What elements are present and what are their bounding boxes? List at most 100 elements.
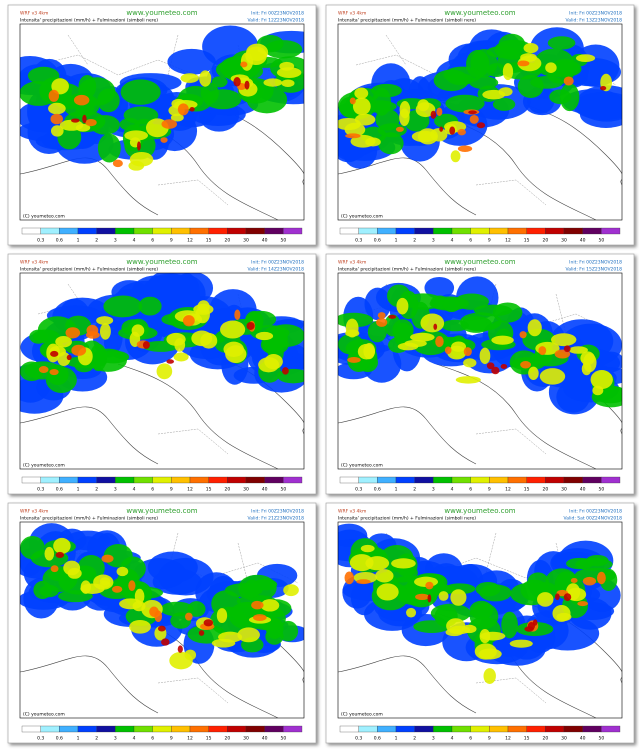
precip-area (216, 608, 228, 624)
precip-area (119, 598, 143, 610)
init-label: Init: Fri 00Z23NOV2018 (569, 11, 622, 17)
precip-area (124, 130, 148, 141)
init-label: Init: Fri 00Z23NOV2018 (251, 11, 304, 17)
legend-label: 0.3 (37, 487, 44, 493)
legend-swatch (264, 227, 284, 235)
precip-area (260, 599, 280, 612)
precip-area (218, 631, 243, 643)
model-label: WRF v3 4km (20, 11, 48, 17)
legend-label: 0.6 (56, 736, 63, 742)
legend-swatch (77, 476, 97, 484)
legend-swatch (208, 227, 228, 235)
legend-swatch (152, 227, 172, 235)
precip-area (347, 356, 361, 363)
subtitle: Intensita' precipitazioni (mm/h) + Fulmi… (338, 18, 476, 24)
precip-area (435, 336, 444, 348)
map-panel: WRF v3 4km www.youmeteo.com Init: Fri 00Z2… (325, 502, 635, 744)
precip-area (554, 593, 560, 601)
legend-swatch (59, 725, 79, 733)
precip-area (53, 537, 71, 554)
precip-area (180, 73, 199, 83)
precip-area (55, 336, 72, 348)
precip-area (460, 316, 493, 333)
site-label: www.youmeteo.com (126, 9, 197, 17)
precip-area (501, 611, 518, 639)
precip-area (161, 119, 178, 129)
precip-area (46, 364, 69, 386)
legend-swatch (377, 227, 397, 235)
map-panel: WRF v3 4km www.youmeteo.com Init: Fri 00Z2… (325, 253, 635, 495)
map (20, 522, 304, 718)
legend-swatch (189, 476, 209, 484)
legend-label: 2 (95, 736, 98, 742)
precip-area (433, 69, 469, 92)
legend-label: 20 (224, 736, 230, 742)
legend-label: 50 (280, 487, 286, 493)
legend-label: 12 (505, 736, 511, 742)
legend-label: 9 (488, 487, 491, 493)
precip-area (38, 366, 49, 374)
precip-area (136, 141, 141, 151)
precip-area (350, 580, 378, 616)
copyright: (C) youmeteo.com (23, 712, 65, 718)
subtitle: Intensita' precipitazioni (mm/h) + Fulmi… (20, 267, 158, 273)
precip-area (399, 108, 410, 127)
legend-swatch (152, 725, 172, 733)
legend-label: 30 (243, 736, 249, 742)
legend-swatch (96, 476, 116, 484)
legend-label: 6 (469, 238, 472, 244)
precip-area (129, 151, 154, 167)
precip-area (80, 580, 91, 594)
precip-area (49, 369, 59, 376)
precip-area (50, 125, 64, 137)
precip-area (246, 321, 255, 330)
legend-swatch (96, 725, 116, 733)
precip-area (480, 631, 506, 641)
legend-swatch (507, 476, 527, 484)
legend-label: 30 (561, 238, 567, 244)
precip-area (71, 118, 80, 123)
legend-swatch (40, 227, 60, 235)
precip-area (479, 347, 491, 365)
precip-area (570, 577, 578, 584)
map-panel: WRF v3 4km www.youmeteo.com Init: Fri 00Z2… (7, 502, 317, 744)
init-label: Init: Fri 00Z23NOV2018 (569, 509, 622, 515)
precip-area (463, 358, 477, 368)
precip-area (461, 624, 477, 634)
model-label: WRF v3 4km (20, 509, 48, 515)
legend-label: 40 (580, 487, 586, 493)
map (338, 522, 622, 718)
legend-swatch (433, 476, 453, 484)
legend-label: 30 (243, 487, 249, 493)
precip-area (563, 345, 571, 353)
precip-area (75, 123, 91, 132)
subtitle: Intensita' precipitazioni (mm/h) + Fulmi… (20, 18, 158, 24)
legend-label: 20 (542, 238, 548, 244)
precip-area (577, 601, 589, 607)
legend-swatch (414, 725, 434, 733)
precip-area (391, 558, 416, 569)
precip-area (50, 565, 59, 573)
legend-swatch (507, 725, 527, 733)
precip-area (469, 602, 499, 630)
precip-area (491, 366, 500, 375)
legend-swatch (189, 725, 209, 733)
precip-area (527, 319, 542, 337)
legend-swatch (245, 227, 265, 235)
precip-area (356, 579, 371, 585)
legend-label: 15 (206, 238, 212, 244)
legend-swatch (601, 476, 621, 484)
copyright: (C) youmeteo.com (23, 214, 65, 220)
precip-area (450, 150, 461, 163)
legend-swatch (283, 725, 303, 733)
legend-swatch (545, 725, 565, 733)
precip-area (438, 591, 449, 601)
legend-swatch (40, 725, 60, 733)
legend-swatch (245, 725, 265, 733)
legend-swatch (227, 227, 247, 235)
legend-label: 40 (262, 487, 268, 493)
precip-area (338, 117, 362, 131)
map-frame (337, 23, 623, 221)
borders (37, 34, 299, 206)
precip-area (160, 601, 194, 617)
